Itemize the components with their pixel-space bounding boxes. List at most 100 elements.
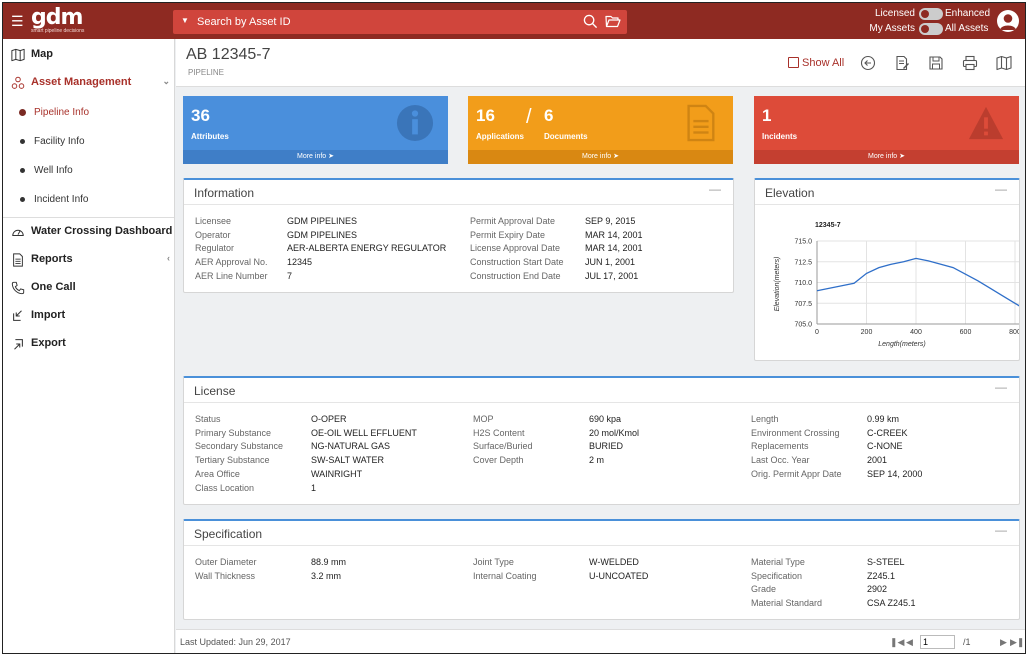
incidents-more-info-link[interactable]: More info ➤ bbox=[754, 150, 1019, 164]
license-col3-values: 0.99 km C-CREEK C-NONE 2001 SEP 14, 2000 bbox=[867, 413, 922, 482]
chart-series bbox=[816, 257, 1019, 307]
field-label: Permit Expiry Date bbox=[470, 229, 546, 240]
field-value: MAR 14, 2001 bbox=[585, 229, 643, 240]
spec-col1-keys: Outer Diameter Wall Thickness bbox=[195, 556, 257, 583]
sidebar-subitem-label: Well Info bbox=[34, 165, 73, 176]
field-value: Z245.1 bbox=[867, 570, 896, 581]
field-label: Class Location bbox=[195, 482, 255, 493]
folder-open-icon[interactable] bbox=[605, 14, 621, 29]
attributes-more-info-link[interactable]: More info ➤ bbox=[183, 150, 448, 164]
asset-search-input[interactable] bbox=[197, 13, 577, 31]
field-label: Internal Coating bbox=[473, 570, 537, 581]
toggle-my-assets-label: My Assets bbox=[869, 23, 915, 34]
documents-count: 6 bbox=[544, 106, 554, 125]
sidebar-item-one-call[interactable]: One Call bbox=[3, 274, 174, 302]
sidebar-item-reports[interactable]: Reports ‹ bbox=[3, 246, 174, 274]
field-value: JUL 17, 2001 bbox=[585, 270, 639, 281]
field-value: W-WELDED bbox=[589, 557, 639, 567]
applications-more-info-link[interactable]: More info ➤ bbox=[468, 150, 733, 164]
print-icon[interactable] bbox=[962, 55, 978, 71]
applications-count: 16 bbox=[476, 106, 495, 125]
field-label: Environment Crossing bbox=[751, 427, 840, 438]
field-label: License Approval Date bbox=[470, 243, 561, 254]
show-all-checkbox[interactable]: Show All bbox=[788, 57, 844, 69]
my-all-assets-switch[interactable] bbox=[919, 23, 943, 35]
applications-label: Applications bbox=[476, 132, 525, 141]
collapse-icon[interactable]: — bbox=[995, 380, 1007, 394]
edit-document-icon[interactable] bbox=[894, 55, 910, 71]
report-icon bbox=[13, 253, 23, 267]
sidebar-item-import[interactable]: Import bbox=[3, 302, 174, 330]
licensed-enhanced-switch[interactable] bbox=[919, 8, 943, 20]
field-label: Regulator bbox=[195, 243, 235, 254]
sidebar-item-label: One Call bbox=[31, 281, 76, 293]
license-col1-keys: Status Primary Substance Secondary Subst… bbox=[195, 413, 283, 495]
spec-col3-values: S-STEEL Z245.1 2902 CSA Z245.1 bbox=[867, 556, 916, 611]
field-label: Grade bbox=[751, 584, 777, 595]
spec-col2-values: W-WELDED U-UNCOATED bbox=[589, 556, 648, 583]
chart-y-tick-label: 705.0 bbox=[794, 322, 812, 329]
documents-label: Documents bbox=[544, 132, 588, 141]
logo-text: gdm bbox=[31, 5, 83, 30]
field-value: GDM PIPELINES bbox=[287, 216, 358, 226]
last-updated-text: Last Updated: Jun 29, 2017 bbox=[180, 637, 291, 647]
page-number-input[interactable] bbox=[920, 635, 955, 649]
spec-col2-keys: Joint Type Internal Coating bbox=[473, 556, 537, 583]
last-page-icon[interactable]: ▶❚ bbox=[1010, 637, 1025, 647]
sidebar-subitem-well-info[interactable]: Well Info bbox=[3, 155, 174, 184]
field-value: U-UNCOATED bbox=[589, 570, 649, 581]
sidebar-subitem-incident-info[interactable]: Incident Info bbox=[3, 184, 174, 213]
chart-title: 12345-7 bbox=[815, 222, 841, 229]
back-icon[interactable] bbox=[860, 55, 876, 71]
specification-panel: Specification — Outer Diameter Wall Thic… bbox=[183, 519, 1020, 620]
sidebar-item-label: Asset Management bbox=[31, 76, 132, 88]
bullet-icon bbox=[20, 168, 25, 173]
field-value: 7 bbox=[287, 270, 293, 281]
import-icon bbox=[13, 310, 22, 321]
first-page-icon[interactable]: ❚◀ bbox=[890, 637, 905, 647]
field-label: Construction End Date bbox=[470, 270, 561, 281]
field-label: Last Occ. Year bbox=[751, 455, 810, 466]
field-value: 0.99 km bbox=[867, 414, 900, 424]
field-label: Tertiary Substance bbox=[195, 455, 270, 466]
field-label: Outer Diameter bbox=[195, 557, 257, 567]
field-value: SW-SALT WATER bbox=[311, 455, 385, 466]
sidebar-subitem-label: Incident Info bbox=[34, 194, 89, 205]
sidebar-item-asset-management[interactable]: Asset Management ⌄ bbox=[3, 69, 174, 97]
collapse-icon[interactable]: — bbox=[709, 182, 721, 196]
bullet-icon bbox=[19, 109, 26, 116]
collapse-icon[interactable]: — bbox=[995, 182, 1007, 196]
user-avatar-icon[interactable] bbox=[997, 10, 1019, 32]
sidebar-item-export[interactable]: Export bbox=[3, 330, 174, 358]
chart-x-tick-label: 800 bbox=[1009, 329, 1020, 336]
logo-tagline: smart pipeline decisions bbox=[31, 28, 85, 34]
save-icon[interactable] bbox=[928, 55, 944, 71]
sidebar-item-map[interactable]: Map bbox=[3, 41, 174, 69]
field-label: AER Line Number bbox=[195, 270, 268, 281]
collapse-icon[interactable]: — bbox=[995, 523, 1007, 537]
app-logo[interactable]: gdm smart pipeline decisions bbox=[31, 5, 85, 35]
prev-page-icon[interactable]: ◀ bbox=[906, 637, 913, 647]
sidebar-item-label: Export bbox=[31, 337, 66, 349]
panel-title: Information bbox=[194, 186, 255, 200]
sidebar-item-water-crossing-dashboard[interactable]: Water Crossing Dashboard bbox=[3, 218, 174, 246]
attributes-count: 36 bbox=[191, 106, 210, 125]
attributes-label: Attributes bbox=[191, 132, 229, 141]
field-value: AER-ALBERTA ENERGY REGULATOR bbox=[287, 243, 447, 254]
chart-y-axis-label: Elevation(meters) bbox=[774, 257, 781, 312]
search-icon[interactable] bbox=[583, 14, 598, 29]
next-page-icon[interactable]: ▶ bbox=[1000, 637, 1007, 647]
map-view-icon[interactable] bbox=[996, 55, 1012, 71]
panel-title: Elevation bbox=[765, 186, 815, 200]
sidebar-subitem-pipeline-info[interactable]: Pipeline Info bbox=[3, 97, 174, 126]
field-label: Area Office bbox=[195, 468, 240, 479]
search-dropdown-caret-icon[interactable]: ▼ bbox=[181, 16, 189, 25]
sidebar-subitem-facility-info[interactable]: Facility Info bbox=[3, 126, 174, 155]
sidebar-subitem-label: Pipeline Info bbox=[34, 107, 90, 118]
map-icon bbox=[11, 48, 25, 62]
field-label: MOP bbox=[473, 414, 494, 424]
more-info-label: More info bbox=[868, 153, 898, 160]
elevation-panel: Elevation — 12345-7 705.0 707.5 710.0 712.5… bbox=[754, 178, 1020, 361]
hamburger-menu-icon[interactable]: ☰ bbox=[11, 13, 24, 29]
